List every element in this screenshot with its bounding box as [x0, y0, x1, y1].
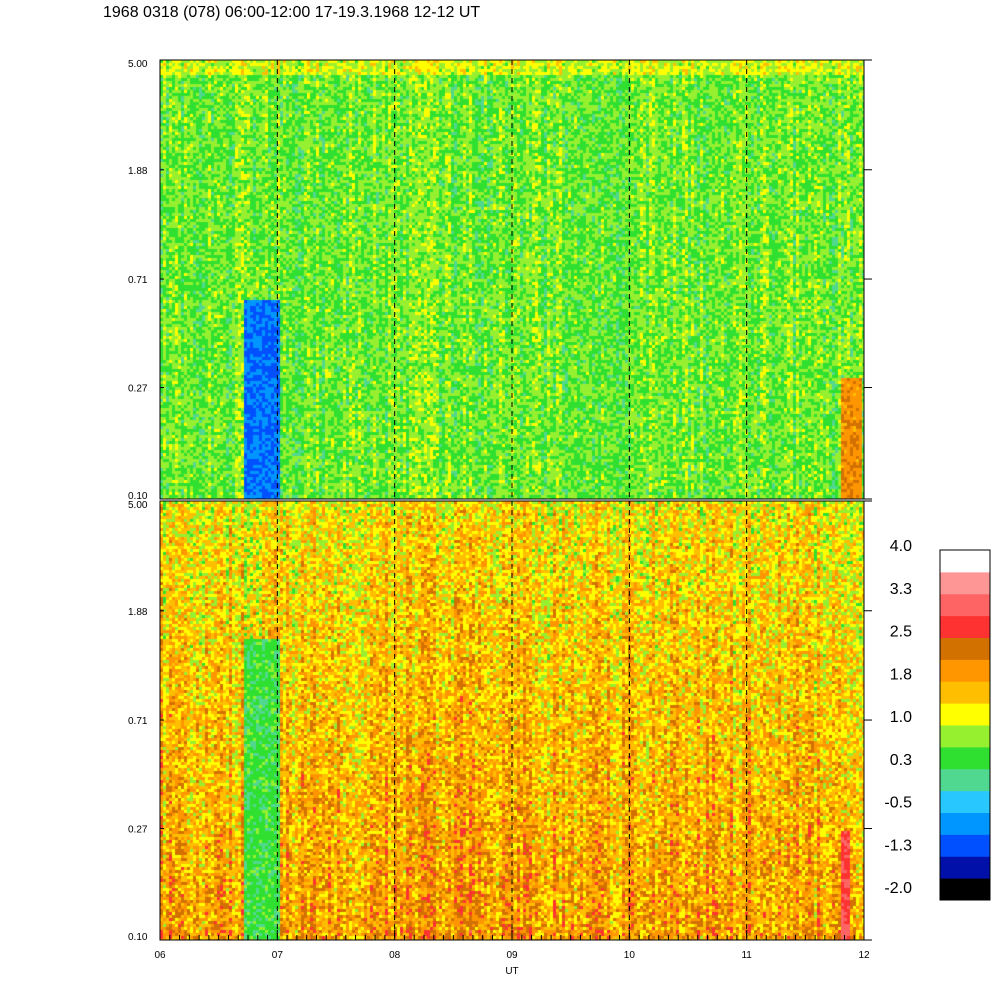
colorbar-tick-labels: 4.0 3.3 2.5 1.8 1.0 0.3 -0.5 -1.3 -2.0	[884, 538, 912, 897]
y-tick-label: 0.10	[128, 491, 148, 502]
colorbar-swatch	[940, 681, 990, 704]
y-tick-label: 0.27	[128, 825, 148, 836]
colorbar-swatch	[940, 703, 990, 726]
colorbar-swatch	[940, 768, 990, 792]
y-tick-label: 0.10	[128, 932, 148, 943]
y-tick-label: 0.71	[128, 716, 148, 727]
colorbar-swatch	[940, 637, 990, 660]
y-tick-label: 1.88	[128, 607, 148, 618]
colorbar-swatch	[940, 550, 990, 573]
y-tick-label: 0.71	[128, 275, 148, 286]
colorbar-swatch	[940, 659, 990, 682]
x-tick-label: 12	[858, 950, 870, 961]
x-tick-label: 08	[389, 950, 401, 961]
x-tick-labels: 06 07 08 09 10 11 12	[154, 950, 870, 961]
colorbar-tick-label: 2.5	[890, 624, 912, 641]
y-tick-label: 5.00	[128, 500, 148, 511]
x-tick-label: 07	[272, 950, 284, 961]
x-tick-label: 09	[506, 950, 518, 961]
chart-title: 1968 0318 (078) 06:00-12:00 17-19.3.1968…	[103, 4, 481, 21]
y-tick-labels: 0.100.270.711.885.000.100.270.711.885.00	[128, 59, 148, 943]
colorbar-tick-label: -1.3	[884, 837, 912, 854]
colorbar-swatch	[940, 834, 990, 857]
x-axis-label: UT	[505, 966, 518, 977]
colorbar-tick-label: 3.3	[890, 581, 912, 598]
y-tick-label: 5.00	[128, 59, 148, 70]
colorbar-swatch	[940, 746, 990, 770]
colorbar-tick-label: -2.0	[884, 880, 912, 897]
x-tick-label: 11	[741, 950, 752, 961]
x-tick-label: 10	[624, 950, 636, 961]
colorbar-tick-label: 4.0	[890, 538, 912, 555]
colorbar-swatch	[940, 571, 990, 595]
colorbar	[939, 549, 991, 901]
colorbar-swatch	[940, 725, 990, 748]
hour-gridlines	[276, 60, 748, 940]
colorbar-swatch	[940, 790, 990, 813]
colorbar-swatch	[940, 856, 990, 879]
y-tick-label: 1.88	[128, 166, 148, 177]
colorbar-tick-label: -0.5	[884, 795, 912, 812]
colorbar-tick-label: 1.0	[890, 709, 912, 726]
colorbar-frame	[939, 549, 991, 901]
colorbar-tick-label: 0.3	[890, 752, 912, 769]
x-tick-label: 06	[154, 950, 166, 961]
colorbar-swatch	[940, 593, 990, 617]
colorbar-swatch	[940, 615, 990, 638]
colorbar-swatch	[940, 812, 990, 835]
y-tick-label: 0.27	[128, 384, 148, 395]
axis-ticks	[159, 59, 872, 941]
colorbar-swatch	[940, 878, 990, 901]
colorbar-tick-label: 1.8	[890, 666, 912, 683]
